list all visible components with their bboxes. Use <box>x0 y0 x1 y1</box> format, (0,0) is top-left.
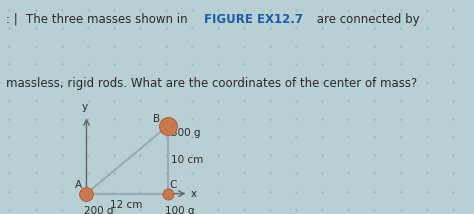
Text: 200 g: 200 g <box>84 206 114 214</box>
Text: 300 g: 300 g <box>172 128 201 138</box>
Text: 10 cm: 10 cm <box>172 155 204 165</box>
Text: x: x <box>191 189 197 199</box>
Text: C: C <box>169 180 177 190</box>
Text: massless, rigid rods. What are the coordinates of the center of mass?: massless, rigid rods. What are the coord… <box>6 77 417 90</box>
Text: 12 cm: 12 cm <box>109 200 142 210</box>
Text: A: A <box>74 180 82 190</box>
Text: y: y <box>82 102 88 112</box>
Text: B: B <box>153 114 160 124</box>
Text: 100 g: 100 g <box>164 206 194 214</box>
Text: are connected by: are connected by <box>313 13 419 26</box>
Text: The three masses shown in: The three masses shown in <box>26 13 191 26</box>
Text: FIGURE EX12.7: FIGURE EX12.7 <box>204 13 303 26</box>
Text: : |: : | <box>6 13 18 26</box>
